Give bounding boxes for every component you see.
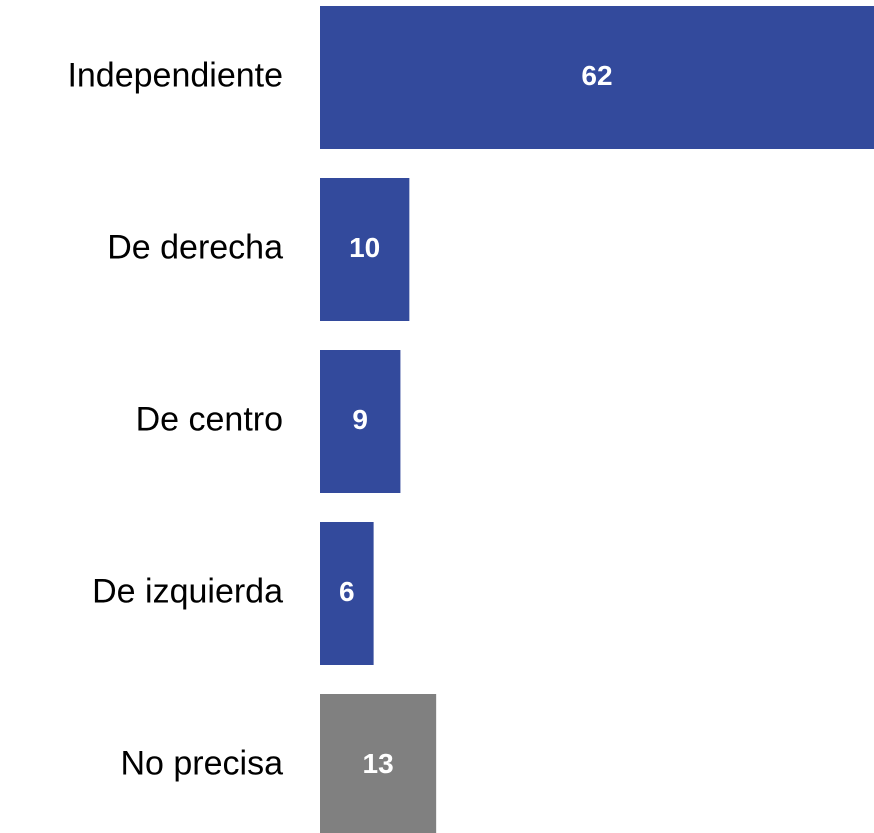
value-label: 9 [352,404,368,435]
bar [320,694,437,833]
bar [320,350,401,493]
value-label: 10 [349,232,380,263]
category-label: De derecha [107,228,283,266]
category-label: De centro [136,400,283,438]
bar [320,6,874,149]
bar [320,178,410,321]
bar [320,522,374,665]
value-label: 6 [339,576,355,607]
value-label: 62 [581,60,612,91]
category-label: De izquierda [92,572,283,610]
value-label: 13 [363,748,394,779]
category-label: No precisa [120,744,283,782]
category-label: Independiente [67,56,283,94]
